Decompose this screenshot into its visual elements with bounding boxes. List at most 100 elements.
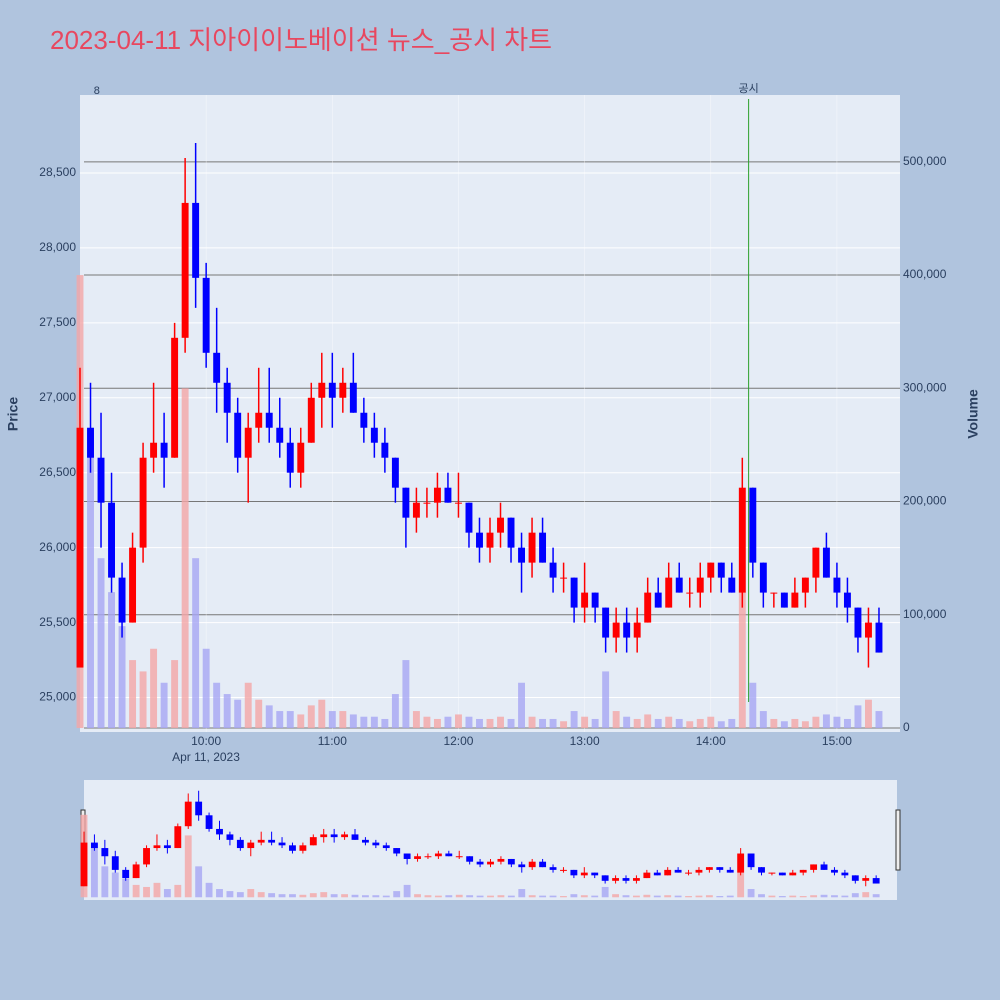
candle-body [810, 864, 818, 870]
candle-body [549, 562, 557, 578]
candle-body [129, 547, 137, 623]
y-axis-title: Price [5, 397, 21, 431]
volume-bar [623, 716, 631, 729]
volume-bar [654, 718, 662, 729]
volume-bar [226, 891, 234, 898]
volume-bar [434, 895, 442, 898]
volume-bar [843, 718, 851, 729]
volume-bar [726, 895, 734, 898]
candle-body [76, 427, 84, 668]
x-tick-label: 12:00 [443, 734, 473, 748]
volume-bar [307, 705, 315, 729]
volume-bar [791, 718, 799, 729]
candle-body [685, 872, 692, 874]
volume-bar [255, 699, 263, 729]
candle-body [455, 856, 463, 858]
candle-body [276, 427, 284, 443]
candle-body [549, 867, 557, 870]
y2-tick-label: 300,000 [903, 380, 947, 394]
volume-bar [244, 682, 252, 729]
candle-body [696, 577, 704, 593]
volume-bar [674, 895, 682, 898]
candle-body [854, 607, 862, 638]
candle-body [738, 487, 746, 593]
x-tick-label: 10:00 [191, 734, 221, 748]
volume-bar [749, 682, 757, 729]
candle-body [381, 442, 389, 458]
volume-bar [875, 711, 883, 729]
candle-body [841, 872, 849, 876]
candle-body [862, 878, 870, 881]
candle-body [705, 867, 713, 870]
volume-bar [591, 895, 599, 898]
volume-bar [497, 716, 504, 729]
candle-body [150, 442, 158, 458]
candle-body [780, 592, 788, 608]
y-tick-label: 27,000 [39, 390, 76, 404]
candle-body [789, 872, 797, 876]
volume-bar [445, 895, 453, 898]
candle-body [192, 202, 200, 278]
volume-bar [476, 718, 483, 729]
volume-bar [841, 895, 849, 898]
volume-bar [747, 889, 755, 898]
candle-body [339, 382, 347, 398]
candle-body [97, 457, 105, 503]
volume-bar [139, 671, 147, 729]
candle-body [255, 412, 263, 428]
candle-body [286, 442, 294, 473]
volume-bar [728, 718, 736, 729]
y-tick-label: 26,500 [39, 465, 76, 479]
range-slider[interactable] [84, 780, 897, 900]
candle-body [278, 842, 286, 846]
volume-bar [444, 716, 452, 729]
plot-area [80, 95, 900, 732]
candle-body [717, 562, 725, 578]
y2-tick-label: 400,000 [903, 267, 947, 281]
candle-body [612, 622, 620, 638]
candle-body [601, 875, 609, 881]
candle-body [570, 577, 578, 608]
volume-bar [163, 889, 171, 898]
candle-body [309, 837, 317, 846]
candle-body [632, 878, 640, 881]
candle-body [791, 592, 799, 608]
volume-bar [150, 648, 158, 729]
candle-body [234, 412, 242, 458]
candle-body [143, 848, 150, 865]
candle-body [539, 861, 547, 868]
candle-body [580, 872, 588, 876]
candle-body [139, 457, 147, 548]
candle-body [423, 502, 431, 504]
candle-body [351, 834, 359, 840]
candle-body [265, 412, 273, 428]
volume-bar [476, 895, 484, 898]
volume-bar [632, 895, 640, 898]
candle-body [174, 826, 182, 849]
volume-bar [423, 716, 431, 729]
y2-tick-label: 100,000 [903, 607, 947, 621]
volume-bar [349, 714, 357, 729]
volume-bar [528, 716, 536, 729]
candle-body [799, 869, 807, 873]
candle-body [622, 878, 630, 881]
candle-body [360, 412, 368, 428]
candle-body [444, 487, 452, 503]
y2-axis-title: Volume [965, 389, 981, 439]
volume-bar [403, 884, 411, 898]
volume-bar [716, 896, 724, 898]
range-handle[interactable] [895, 809, 901, 871]
candle-body [80, 842, 88, 887]
volume-bar [299, 894, 307, 898]
volume-bar [433, 718, 441, 729]
volume-bar [276, 711, 284, 729]
candle-body [163, 845, 171, 849]
candle-body [653, 872, 661, 876]
candle-body [643, 872, 651, 879]
volume-bar [612, 711, 620, 729]
candle-body [402, 487, 410, 518]
volume-bar [171, 660, 179, 729]
candle-body [424, 856, 432, 858]
candle-body [382, 845, 390, 849]
y-tick-label: 25,500 [39, 615, 76, 629]
